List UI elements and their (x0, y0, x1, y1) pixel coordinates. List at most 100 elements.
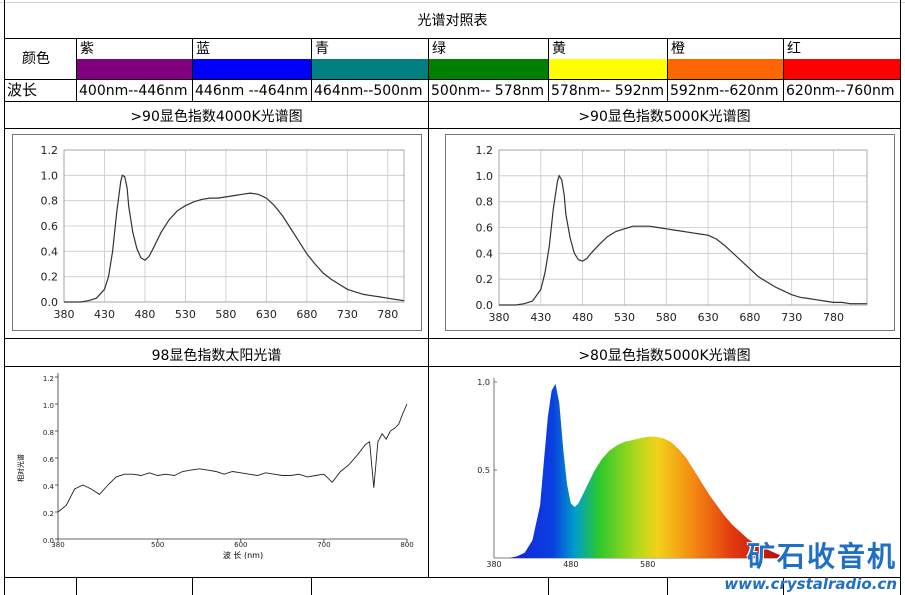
c1-xtick-label: 530 (175, 308, 196, 321)
c2-xtick-label: 580 (656, 311, 677, 324)
c2-ytick-label: 1.0 (476, 170, 494, 183)
chart2-frame (445, 134, 895, 331)
color-row-label: 颜色 (22, 51, 50, 67)
c3-xtick-label: 500 (151, 541, 164, 549)
c2-ytick-label: 0.4 (476, 247, 494, 260)
c1-xtick-label: 680 (296, 308, 317, 321)
chart3-svg: 0.0 0.2 0.4 0.6 0.8 1.0 1.2 380 500 600 700 800 波 长… (16, 373, 414, 560)
c1-xtick-label: 730 (337, 308, 358, 321)
wavelength-orange: 592nm--620nm (670, 83, 779, 99)
col-divider (548, 38, 549, 101)
color-swatch-green (429, 59, 548, 79)
c1-ytick-label: 0.2 (41, 271, 59, 284)
wavelength-green: 500nm-- 578nm (431, 83, 545, 99)
c3-xtick-label: 700 (317, 541, 330, 549)
table-border (428, 101, 429, 577)
chart4-title: >80显色指数5000K光谱图 (578, 348, 751, 364)
chart1-series-line (64, 174, 405, 303)
col-divider (192, 38, 193, 101)
c1-ytick-label: 1.2 (41, 144, 59, 157)
wavelength-blue: 446nm --464nm (195, 83, 309, 99)
col-divider (192, 577, 193, 595)
c2-ytick-label: 0.6 (476, 222, 494, 235)
c2-xtick-label: 680 (739, 311, 760, 324)
color-name-red: 红 (787, 41, 801, 57)
c2-ytick-label: 0.8 (476, 196, 494, 209)
watermark-url: www.crystalradio.cn (724, 575, 897, 593)
c2-xtick-label: 380 (489, 311, 510, 324)
chart3-ylabel: 相对光谱 (16, 454, 25, 482)
chart3-xlabel: 波 长 (nm) (223, 550, 263, 560)
c3-ytick-label: 0.6 (43, 456, 55, 464)
table-border (4, 366, 900, 367)
color-swatch-red (784, 59, 900, 79)
chart1-svg: 0.0 0.2 0.4 0.6 0.8 1.0 1.2 380 430 480 530 580 630 6… (12, 134, 422, 331)
table-title: 光谱对照表 (417, 13, 488, 29)
color-name-yellow: 黄 (552, 41, 566, 57)
table-border (4, 577, 900, 578)
c2-xtick-label: 530 (614, 311, 635, 324)
col-divider (76, 38, 77, 101)
c1-xtick-label: 630 (256, 308, 277, 321)
c4-ytick-label: 1.0 (477, 378, 490, 387)
chart4-svg: 0.5 1.0 380 480 580 (477, 378, 786, 569)
color-swatch-orange (668, 59, 783, 79)
chart2-title: >90显色指数5000K光谱图 (578, 109, 751, 125)
c4-xtick-label: 380 (486, 560, 501, 569)
top-gridline (0, 2, 905, 3)
site-watermark: 矿石收音机 www.crystalradio.cn (724, 535, 897, 593)
c1-xtick-label: 780 (377, 308, 398, 321)
c3-ytick-label: 0.0 (43, 537, 54, 545)
c2-xtick-label: 780 (823, 311, 844, 324)
color-name-blue: 蓝 (196, 41, 210, 57)
wavelength-row-label: 波长 (7, 81, 38, 99)
table-border (4, 0, 5, 595)
c2-xtick-label: 730 (781, 311, 802, 324)
col-divider (667, 38, 668, 101)
c1-xtick-label: 380 (54, 308, 75, 321)
chart1-title: >90显色指数4000K光谱图 (130, 109, 303, 125)
c2-xtick-label: 480 (572, 311, 593, 324)
wavelength-red: 620nm--760nm (786, 83, 895, 99)
c3-ytick-label: 0.4 (43, 483, 55, 491)
chart2-series-line (499, 174, 867, 306)
chart4-spectrum-area (494, 383, 786, 558)
c3-ytick-label: 0.8 (43, 429, 54, 437)
c1-plot-border (63, 149, 405, 303)
wavelength-cyan: 464nm--500nm (314, 83, 423, 99)
c3-ytick-label: 0.2 (43, 510, 54, 518)
color-swatch-violet (77, 59, 192, 79)
col-divider (428, 38, 429, 101)
table-border (4, 79, 900, 80)
c3-xtick-label: 800 (400, 541, 413, 549)
c4-xtick-label: 580 (640, 560, 655, 569)
table-border (4, 38, 900, 39)
c1-ytick-label: 0.0 (41, 296, 59, 309)
c1-ytick-label: 0.6 (41, 220, 59, 233)
c4-ytick-label: 0.5 (477, 466, 490, 475)
table-border (900, 0, 901, 595)
color-swatch-yellow (549, 59, 667, 79)
c1-ytick-label: 0.8 (41, 195, 59, 208)
wavelength-yellow: 578nm-- 592nm (551, 83, 665, 99)
color-name-green: 绿 (432, 41, 446, 57)
c3-xtick-label: 600 (234, 541, 247, 549)
table-border (4, 128, 900, 129)
color-name-violet: 紫 (80, 41, 94, 57)
c1-xtick-label: 480 (134, 308, 155, 321)
c2-xtick-label: 630 (698, 311, 719, 324)
col-divider (548, 577, 549, 595)
wavelength-violet: 400nm--446nm (79, 83, 188, 99)
c2-ytick-label: 1.2 (476, 144, 494, 157)
chart3-title: 98显色指数太阳光谱 (151, 348, 282, 364)
col-divider (311, 38, 312, 101)
c3-ytick-label: 1.0 (43, 402, 54, 410)
color-name-cyan: 青 (315, 41, 329, 57)
c2-ytick-label: 0.0 (476, 299, 494, 312)
col-divider (783, 38, 784, 101)
col-divider (667, 577, 668, 595)
col-divider (311, 577, 312, 595)
chart1-frame (12, 134, 422, 331)
c3-ytick-label: 1.2 (43, 375, 54, 383)
table-border (4, 338, 900, 339)
